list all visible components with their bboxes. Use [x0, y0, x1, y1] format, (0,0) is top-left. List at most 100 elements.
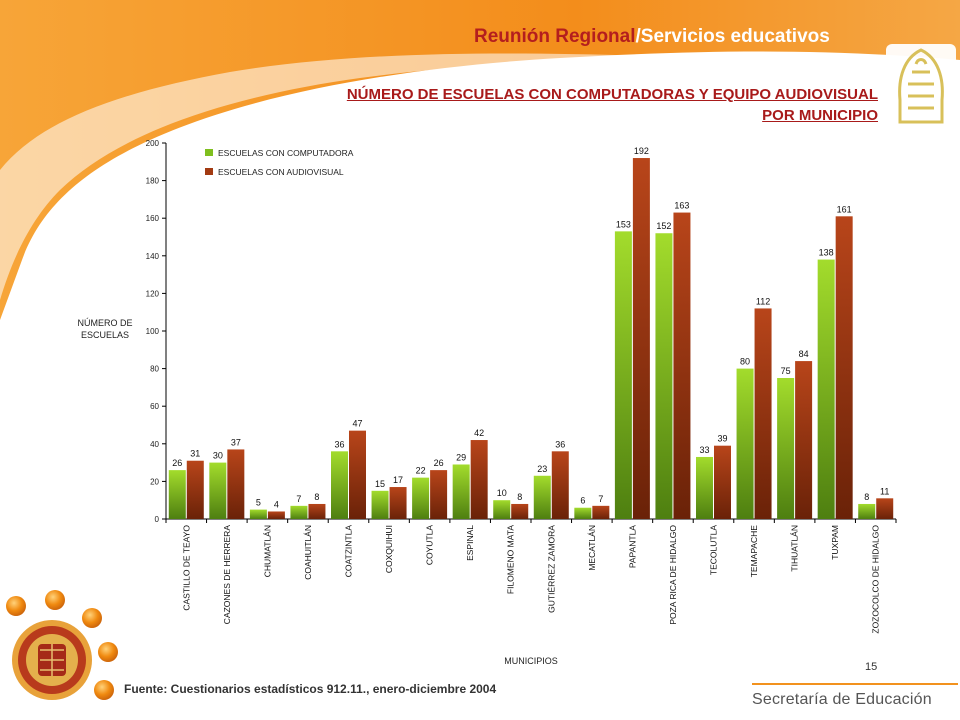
bar-audiovisual: [592, 505, 610, 519]
source-note: Fuente: Cuestionarios estadísticos 912.1…: [124, 682, 497, 696]
bar-audiovisual: [551, 451, 569, 519]
data-label-audiovisual: 161: [837, 204, 852, 214]
header-title-part1: Reunión Regional: [474, 26, 636, 47]
bar-computadora: [371, 490, 389, 519]
data-label-computadora: 6: [580, 496, 585, 506]
data-label-audiovisual: 42: [474, 428, 484, 438]
data-label-computadora: 138: [819, 248, 834, 258]
legend-label: ESCUELAS CON COMPUTADORA: [218, 148, 354, 158]
header-title: Reunión Regional/Servicios educativos: [474, 26, 830, 48]
bar-audiovisual: [267, 511, 285, 519]
data-label-computadora: 5: [256, 498, 261, 508]
bar-computadora: [817, 259, 835, 519]
category-label: CAZONES DE HERRERA: [222, 525, 232, 625]
bar-computadora: [614, 231, 632, 520]
bar-audiovisual: [876, 498, 894, 519]
header-title-part2: Servicios educativos: [640, 26, 830, 47]
category-label: ZOZOCOLCO DE HIDALGO: [871, 525, 881, 634]
category-label: POZA RICA DE HIDALGO: [668, 525, 678, 625]
category-label: MECATLÁN: [587, 525, 597, 571]
data-label-computadora: 26: [172, 458, 182, 468]
data-label-computadora: 75: [781, 366, 791, 376]
bar-audiovisual: [227, 449, 245, 519]
category-label: FILOMENO MATA: [506, 525, 516, 594]
bar-audiovisual: [511, 503, 529, 519]
category-label: COATZINTLA: [344, 525, 354, 578]
data-label-audiovisual: 112: [756, 296, 770, 306]
y-tick-label: 20: [150, 477, 159, 486]
data-label-audiovisual: 192: [634, 146, 649, 156]
x-axis-title: MUNICIPIOS: [504, 656, 558, 666]
data-label-computadora: 15: [375, 479, 385, 489]
bar-computadora: [736, 368, 754, 519]
bar-computadora: [249, 509, 267, 519]
data-label-audiovisual: 163: [674, 201, 689, 211]
data-label-audiovisual: 11: [880, 486, 889, 496]
data-label-computadora: 153: [616, 219, 631, 229]
bar-computadora: [493, 500, 511, 519]
data-label-computadora: 10: [497, 488, 507, 498]
bar-computadora: [168, 470, 186, 519]
page-number: 15: [865, 661, 878, 673]
y-tick-label: 140: [146, 252, 160, 261]
bar-audiovisual: [186, 460, 204, 519]
y-tick-label: 160: [146, 214, 160, 223]
data-label-audiovisual: 8: [314, 492, 319, 502]
bar-audiovisual: [349, 430, 366, 519]
bar-audiovisual: [430, 470, 448, 519]
category-label: CASTILLO DE TEAYO: [181, 525, 191, 611]
bar-computadora: [209, 462, 227, 519]
category-label: COAHUITLÁN: [303, 525, 313, 580]
data-label-computadora: 80: [740, 357, 750, 367]
bar-computadora: [290, 505, 308, 519]
data-label-computadora: 7: [296, 494, 301, 504]
bar-computadora: [533, 475, 551, 519]
data-label-audiovisual: 39: [717, 434, 727, 444]
y-axis-title-line2: ESCUELAS: [81, 330, 129, 340]
bar-computadora: [452, 464, 470, 519]
data-label-audiovisual: 36: [555, 439, 565, 449]
bar-computadora: [331, 451, 348, 519]
bar-audiovisual: [835, 216, 853, 519]
category-label: COYUTLA: [425, 525, 435, 565]
category-label: ESPINAL: [465, 525, 475, 561]
y-tick-label: 100: [146, 327, 160, 336]
bar-computadora: [858, 503, 876, 519]
bar-audiovisual: [308, 503, 326, 519]
bar-computadora: [777, 378, 795, 519]
category-label: TIHUATLÁN: [790, 525, 800, 572]
bar-audiovisual: [754, 308, 772, 519]
ornamental-emblem-icon: [886, 44, 956, 130]
header-title-separator: /: [635, 26, 641, 47]
data-label-computadora: 152: [656, 221, 671, 231]
bar-audiovisual: [795, 361, 813, 519]
data-label-audiovisual: 47: [352, 419, 362, 429]
data-label-audiovisual: 31: [190, 449, 200, 459]
data-label-audiovisual: 8: [517, 492, 522, 502]
y-tick-label: 40: [150, 440, 159, 449]
bar-audiovisual: [673, 212, 691, 519]
y-tick-label: 80: [150, 365, 159, 374]
category-label: TUXPAM: [830, 525, 840, 560]
category-label: TEMAPACHE: [749, 525, 759, 578]
bar-computadora: [412, 477, 430, 519]
y-tick-label: 60: [150, 402, 159, 411]
data-label-computadora: 23: [537, 464, 547, 474]
coat-of-arms-icon: [12, 620, 92, 700]
legend-label: ESCUELAS CON AUDIOVISUAL: [218, 167, 344, 177]
y-tick-label: 200: [146, 139, 160, 148]
bar-audiovisual: [632, 158, 650, 520]
category-label: CHUMATLÁN: [262, 525, 272, 577]
data-label-computadora: 29: [456, 452, 466, 462]
data-label-audiovisual: 37: [231, 437, 241, 447]
bar-computadora: [574, 507, 592, 519]
y-tick-label: 120: [146, 289, 160, 298]
data-label-audiovisual: 17: [393, 475, 403, 485]
brand-name: Secretaría de Educación: [752, 691, 932, 708]
data-label-computadora: 8: [864, 492, 869, 502]
y-tick-label: 0: [155, 515, 160, 524]
chart-title: NÚMERO DE ESCUELAS CON COMPUTADORAS Y EQ…: [346, 86, 878, 124]
